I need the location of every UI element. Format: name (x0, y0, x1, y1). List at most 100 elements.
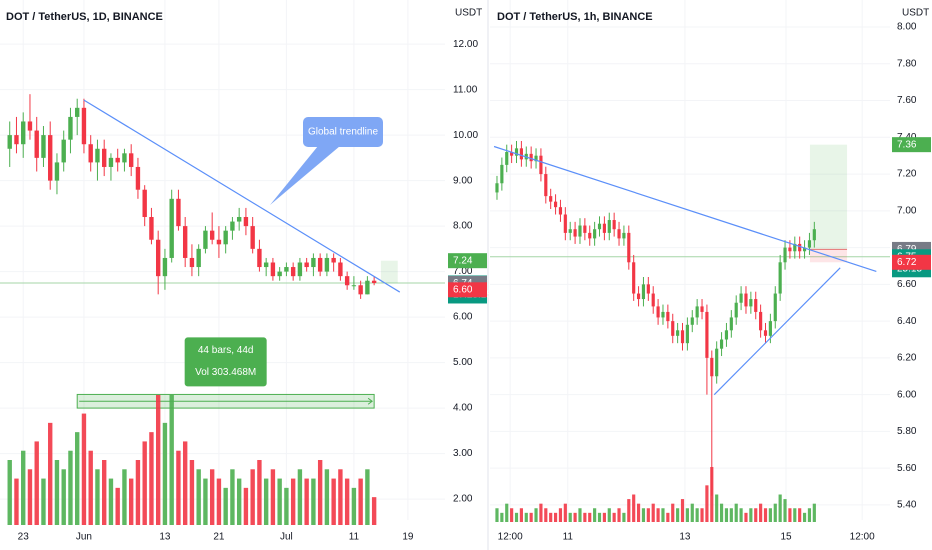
candle-body (558, 207, 563, 215)
candle-body (277, 271, 282, 277)
volume-bar (338, 469, 343, 525)
candle-body (783, 247, 787, 263)
candle-body (48, 135, 53, 181)
candle-body (169, 198, 174, 258)
candle-body (768, 321, 772, 336)
volume-bar (203, 478, 208, 525)
volume-bar (365, 469, 370, 525)
x-tick-label: 12:00 (498, 532, 523, 543)
candle-body (203, 230, 208, 249)
plot-area (490, 0, 890, 522)
volume-bar (162, 422, 168, 525)
candle-body (636, 293, 641, 300)
candle-body (671, 321, 675, 336)
y-tick-label: 7.20 (897, 169, 917, 180)
candle-body (573, 229, 577, 237)
volume-bar (695, 508, 699, 522)
price-label-box (448, 253, 487, 269)
position-target-zone (380, 260, 398, 283)
volume-bar (371, 497, 377, 525)
candle-body (529, 153, 533, 162)
candle-body (223, 230, 228, 245)
candle-body (510, 152, 514, 156)
candle-body (128, 153, 134, 167)
candle-body (632, 262, 636, 294)
volume-bar (676, 508, 680, 522)
volume-bar (549, 512, 553, 522)
candle-body (250, 226, 255, 249)
y-axis-unit: USDT (455, 8, 482, 19)
volume-bar (798, 508, 802, 522)
y-tick-label: 7.00 (897, 205, 917, 216)
y-tick-label: 8.00 (453, 221, 473, 232)
x-tick-label: Jun (76, 532, 92, 543)
candle-body (14, 135, 19, 145)
candle-body (365, 280, 370, 295)
candle-body (196, 248, 201, 268)
candle-body (627, 232, 631, 263)
candle-body (549, 196, 553, 202)
candle-body (539, 155, 543, 175)
volume-bar (41, 478, 46, 525)
candle-body (182, 226, 188, 258)
candle-body (739, 293, 743, 303)
candle-body (122, 153, 127, 163)
y-tick-label: 6.00 (897, 389, 917, 400)
volume-bar (524, 512, 528, 522)
x-tick-label: 12:00 (850, 532, 875, 543)
x-tick-label: 15 (780, 532, 792, 543)
price-label-box (892, 254, 931, 270)
x-tick-label: 13 (159, 532, 171, 543)
x-tick-label: 19 (402, 532, 414, 543)
y-tick-label: 7.60 (897, 95, 917, 106)
y-tick-label: 3.00 (453, 448, 473, 459)
volume-bar (680, 499, 685, 522)
volume-bar (209, 469, 215, 525)
y-tick-label: 8.00 (897, 22, 917, 33)
y-tick-label: 6.00 (453, 312, 473, 323)
candle-body (324, 257, 330, 272)
candle-body (61, 139, 66, 163)
volume-bar (48, 422, 53, 525)
volume-bar (510, 508, 514, 522)
trendline (713, 267, 841, 396)
candle-body (270, 262, 276, 277)
x-tick-label: 21 (213, 532, 225, 543)
candle-body (563, 214, 567, 233)
y-tick-label: 2.00 (453, 494, 473, 505)
candle-body (744, 293, 748, 307)
volume-bar (671, 503, 675, 522)
candle-body (593, 229, 597, 239)
candle-body (778, 262, 782, 294)
candle-body (351, 285, 357, 287)
candle-body (666, 311, 670, 322)
y-tick-label: 10.00 (453, 130, 478, 141)
volume-bar (21, 450, 26, 525)
volume-bar (802, 512, 807, 522)
volume-bar (773, 503, 777, 522)
candle-body (88, 144, 93, 163)
volume-bar (705, 485, 709, 522)
volume-bar (656, 508, 660, 522)
candle-body (646, 284, 650, 294)
volume-bar (788, 508, 792, 522)
candle-body (676, 330, 680, 336)
volume-bar (54, 460, 60, 525)
volume-bar (539, 503, 543, 522)
volume-bar (81, 413, 87, 525)
candle-body (135, 166, 141, 190)
volume-bar (182, 441, 188, 525)
candle-body (284, 267, 289, 272)
candle-body (763, 330, 768, 336)
candle-body (661, 311, 665, 318)
candle-body (607, 220, 611, 233)
candle-body (788, 247, 792, 252)
volume-bar (715, 494, 719, 522)
candle-body (149, 217, 154, 240)
measure-arrow-head (367, 397, 373, 405)
volume-bar (284, 487, 289, 525)
volume-bar (514, 512, 519, 522)
candle-body (553, 201, 558, 208)
candle-body (263, 262, 269, 268)
measure-label-box (184, 337, 267, 387)
